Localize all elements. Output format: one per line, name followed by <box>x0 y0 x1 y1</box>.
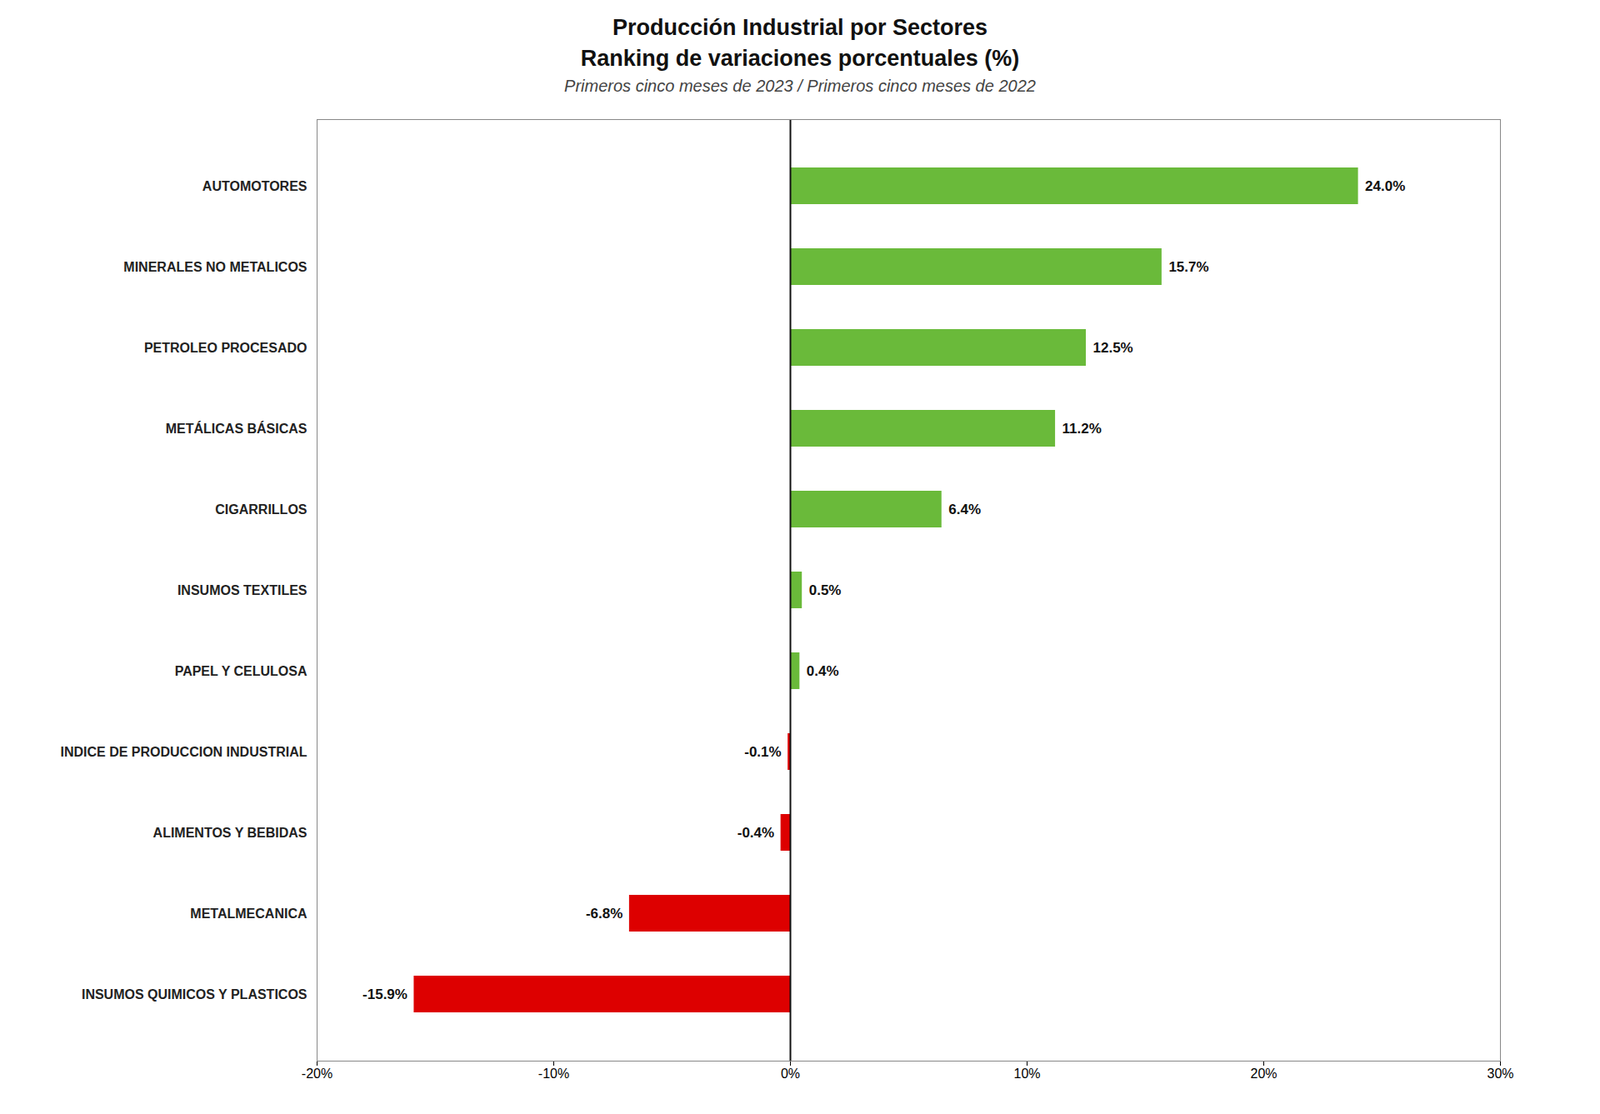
svg-text:-15.9%: -15.9% <box>362 986 408 1003</box>
svg-text:METALMECANICA: METALMECANICA <box>190 906 308 921</box>
svg-text:24.0%: 24.0% <box>1365 178 1405 195</box>
svg-text:10%: 10% <box>1013 1066 1040 1081</box>
svg-text:-20%: -20% <box>301 1066 333 1081</box>
svg-text:0.5%: 0.5% <box>809 582 842 599</box>
svg-text:-10%: -10% <box>538 1066 570 1081</box>
svg-text:AUTOMOTORES: AUTOMOTORES <box>202 179 308 194</box>
svg-text:MINERALES NO METALICOS: MINERALES NO METALICOS <box>123 260 307 275</box>
svg-text:PAPEL Y CELULOSA: PAPEL Y CELULOSA <box>175 664 308 679</box>
svg-text:-0.4%: -0.4% <box>737 825 775 841</box>
svg-text:CIGARRILLOS: CIGARRILLOS <box>215 502 308 517</box>
svg-text:11.2%: 11.2% <box>1062 420 1102 437</box>
html-text:Producción Industrial por Sect: Producción Industrial por Sectores <box>612 15 988 40</box>
svg-text:METÁLICAS BÁSICAS: METÁLICAS BÁSICAS <box>165 420 308 436</box>
html-text:Ranking de variaciones porcent: Ranking de variaciones porcentuales (%) <box>580 45 1020 71</box>
svg-text:-6.8%: -6.8% <box>585 905 623 922</box>
svg-text:0.4%: 0.4% <box>806 663 840 680</box>
svg-text:12.5%: 12.5% <box>1093 340 1134 356</box>
svg-text:ALIMENTOS Y BEBIDAS: ALIMENTOS Y BEBIDAS <box>153 825 308 840</box>
svg-text:INSUMOS QUIMICOS Y PLASTICOS: INSUMOS QUIMICOS Y PLASTICOS <box>81 987 308 1002</box>
svg-text:PETROLEO PROCESADO: PETROLEO PROCESADO <box>144 340 308 355</box>
svg-text:20%: 20% <box>1250 1066 1277 1081</box>
svg-text:-0.1%: -0.1% <box>744 744 781 760</box>
svg-text:INDICE DE PRODUCCION INDUSTRIA: INDICE DE PRODUCCION INDUSTRIAL <box>60 745 307 760</box>
svg-text:15.7%: 15.7% <box>1168 259 1209 275</box>
html-text:Primeros cinco meses de 2023 /: Primeros cinco meses de 2023 / Primeros … <box>564 76 1036 95</box>
svg-text:0%: 0% <box>780 1066 800 1081</box>
svg-text:30%: 30% <box>1486 1066 1514 1081</box>
svg-text:6.4%: 6.4% <box>948 501 981 518</box>
svg-text:INSUMOS TEXTILES: INSUMOS TEXTILES <box>177 583 308 598</box>
